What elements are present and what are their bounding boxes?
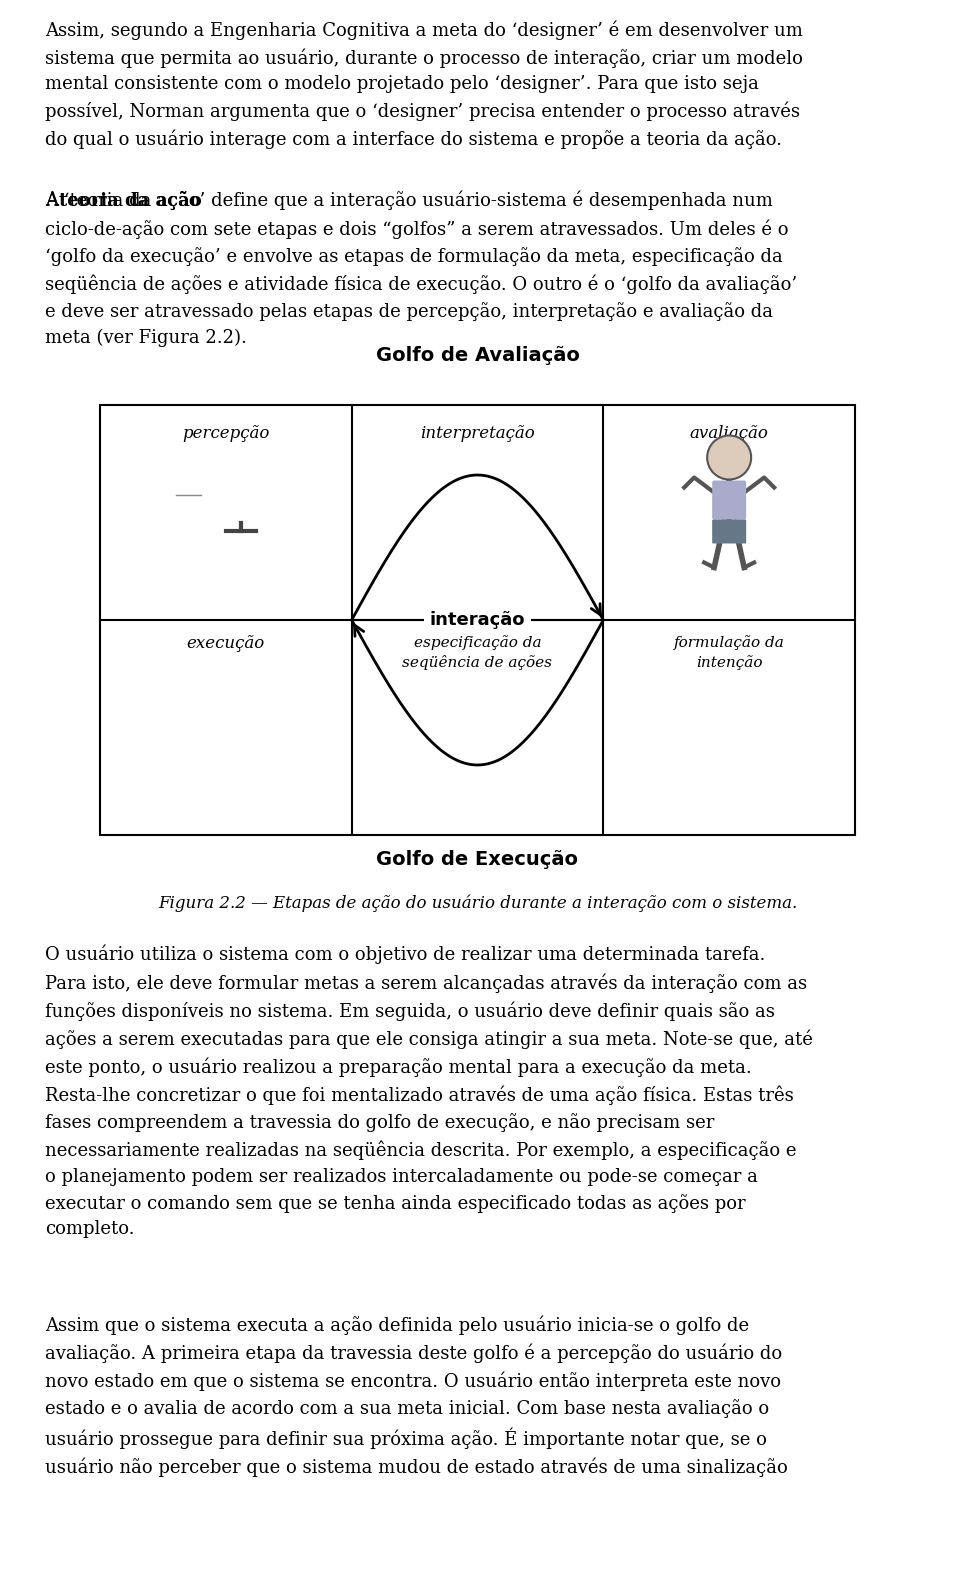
Text: especificação da
seqüência de ações: especificação da seqüência de ações — [402, 635, 553, 669]
Text: Assim que o sistema executa a ação definida pelo usuário inicia-se o golfo de
av: Assim que o sistema executa a ação defin… — [45, 1315, 788, 1477]
Bar — [216, 485, 266, 517]
Bar — [171, 485, 205, 540]
Text: avaliação: avaliação — [689, 425, 769, 443]
Text: teoria da ação: teoria da ação — [59, 191, 202, 209]
Text: A ‘teoria da ação’ define que a interação usuário-sistema é desempenhada num
cic: A ‘teoria da ação’ define que a interaçã… — [45, 191, 797, 346]
Circle shape — [708, 436, 751, 479]
Text: formulação da
intenção: formulação da intenção — [674, 635, 784, 669]
Text: percepção: percepção — [182, 425, 270, 443]
Text: interpretação: interpretação — [420, 425, 535, 443]
Bar — [211, 474, 271, 523]
Bar — [100, 405, 855, 835]
Text: Figura 2.2 — Etapas de ação do usuário durante a interação com o sistema.: Figura 2.2 — Etapas de ação do usuário d… — [157, 895, 797, 912]
Text: Golfo de Execução: Golfo de Execução — [376, 850, 579, 869]
Text: O usuário utiliza o sistema com o objetivo de realizar uma determinada tarefa.
P: O usuário utiliza o sistema com o objeti… — [45, 945, 813, 1238]
FancyBboxPatch shape — [712, 480, 746, 520]
Text: execução: execução — [186, 635, 265, 652]
Text: A: A — [45, 191, 63, 209]
Bar — [205, 532, 276, 542]
Text: Assim, segundo a Engenharia Cognitiva a meta do ‘designer’ é em desenvolver um
s: Assim, segundo a Engenharia Cognitiva a … — [45, 20, 803, 150]
Bar — [176, 488, 201, 493]
Text: interação: interação — [430, 611, 525, 628]
FancyBboxPatch shape — [712, 520, 746, 543]
Text: Golfo de Avaliação: Golfo de Avaliação — [375, 346, 580, 365]
